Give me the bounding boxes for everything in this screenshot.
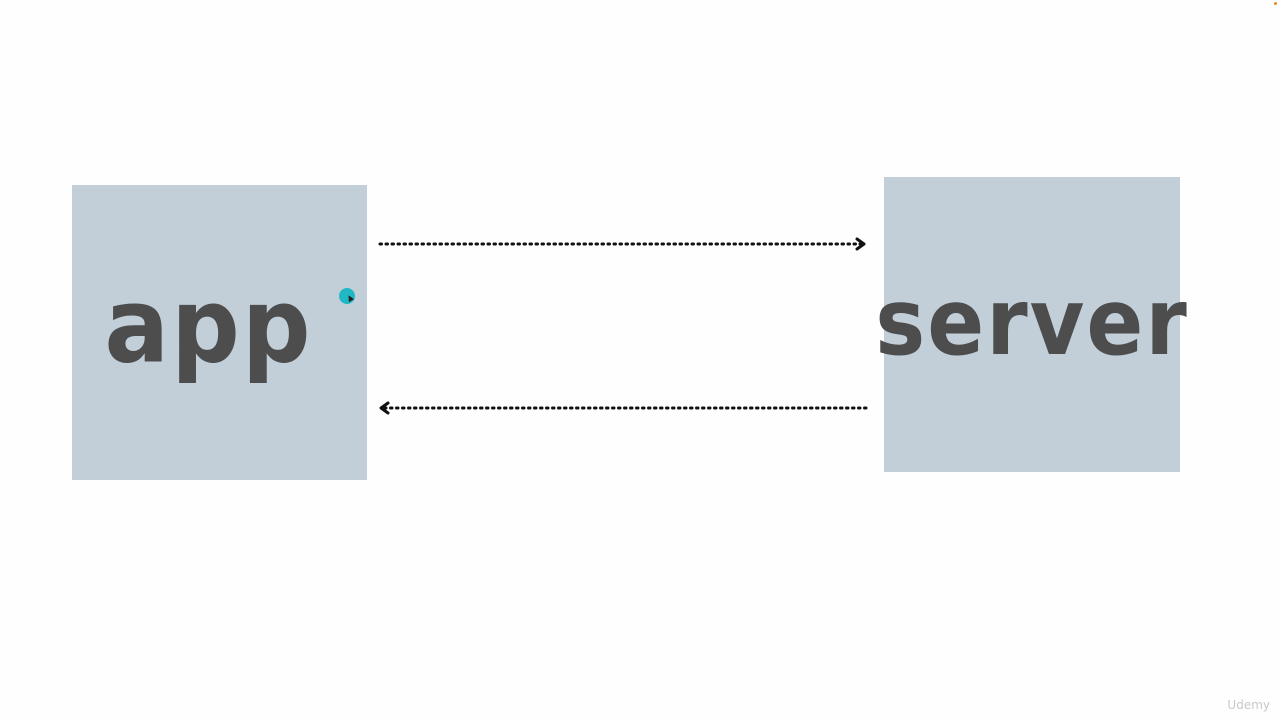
app-node: app xyxy=(72,185,367,480)
server-node: server xyxy=(875,177,1187,472)
cursor-highlight-icon xyxy=(339,288,355,304)
corner-dot-icon xyxy=(1274,2,1277,5)
watermark: Udemy xyxy=(1227,698,1270,712)
request-arrow xyxy=(378,237,866,251)
server-node-label: server xyxy=(875,267,1189,376)
request-arrow-head-icon xyxy=(855,237,866,251)
response-arrow xyxy=(379,401,868,415)
app-node-label: app xyxy=(104,265,313,386)
response-arrow-head-icon xyxy=(379,401,390,415)
